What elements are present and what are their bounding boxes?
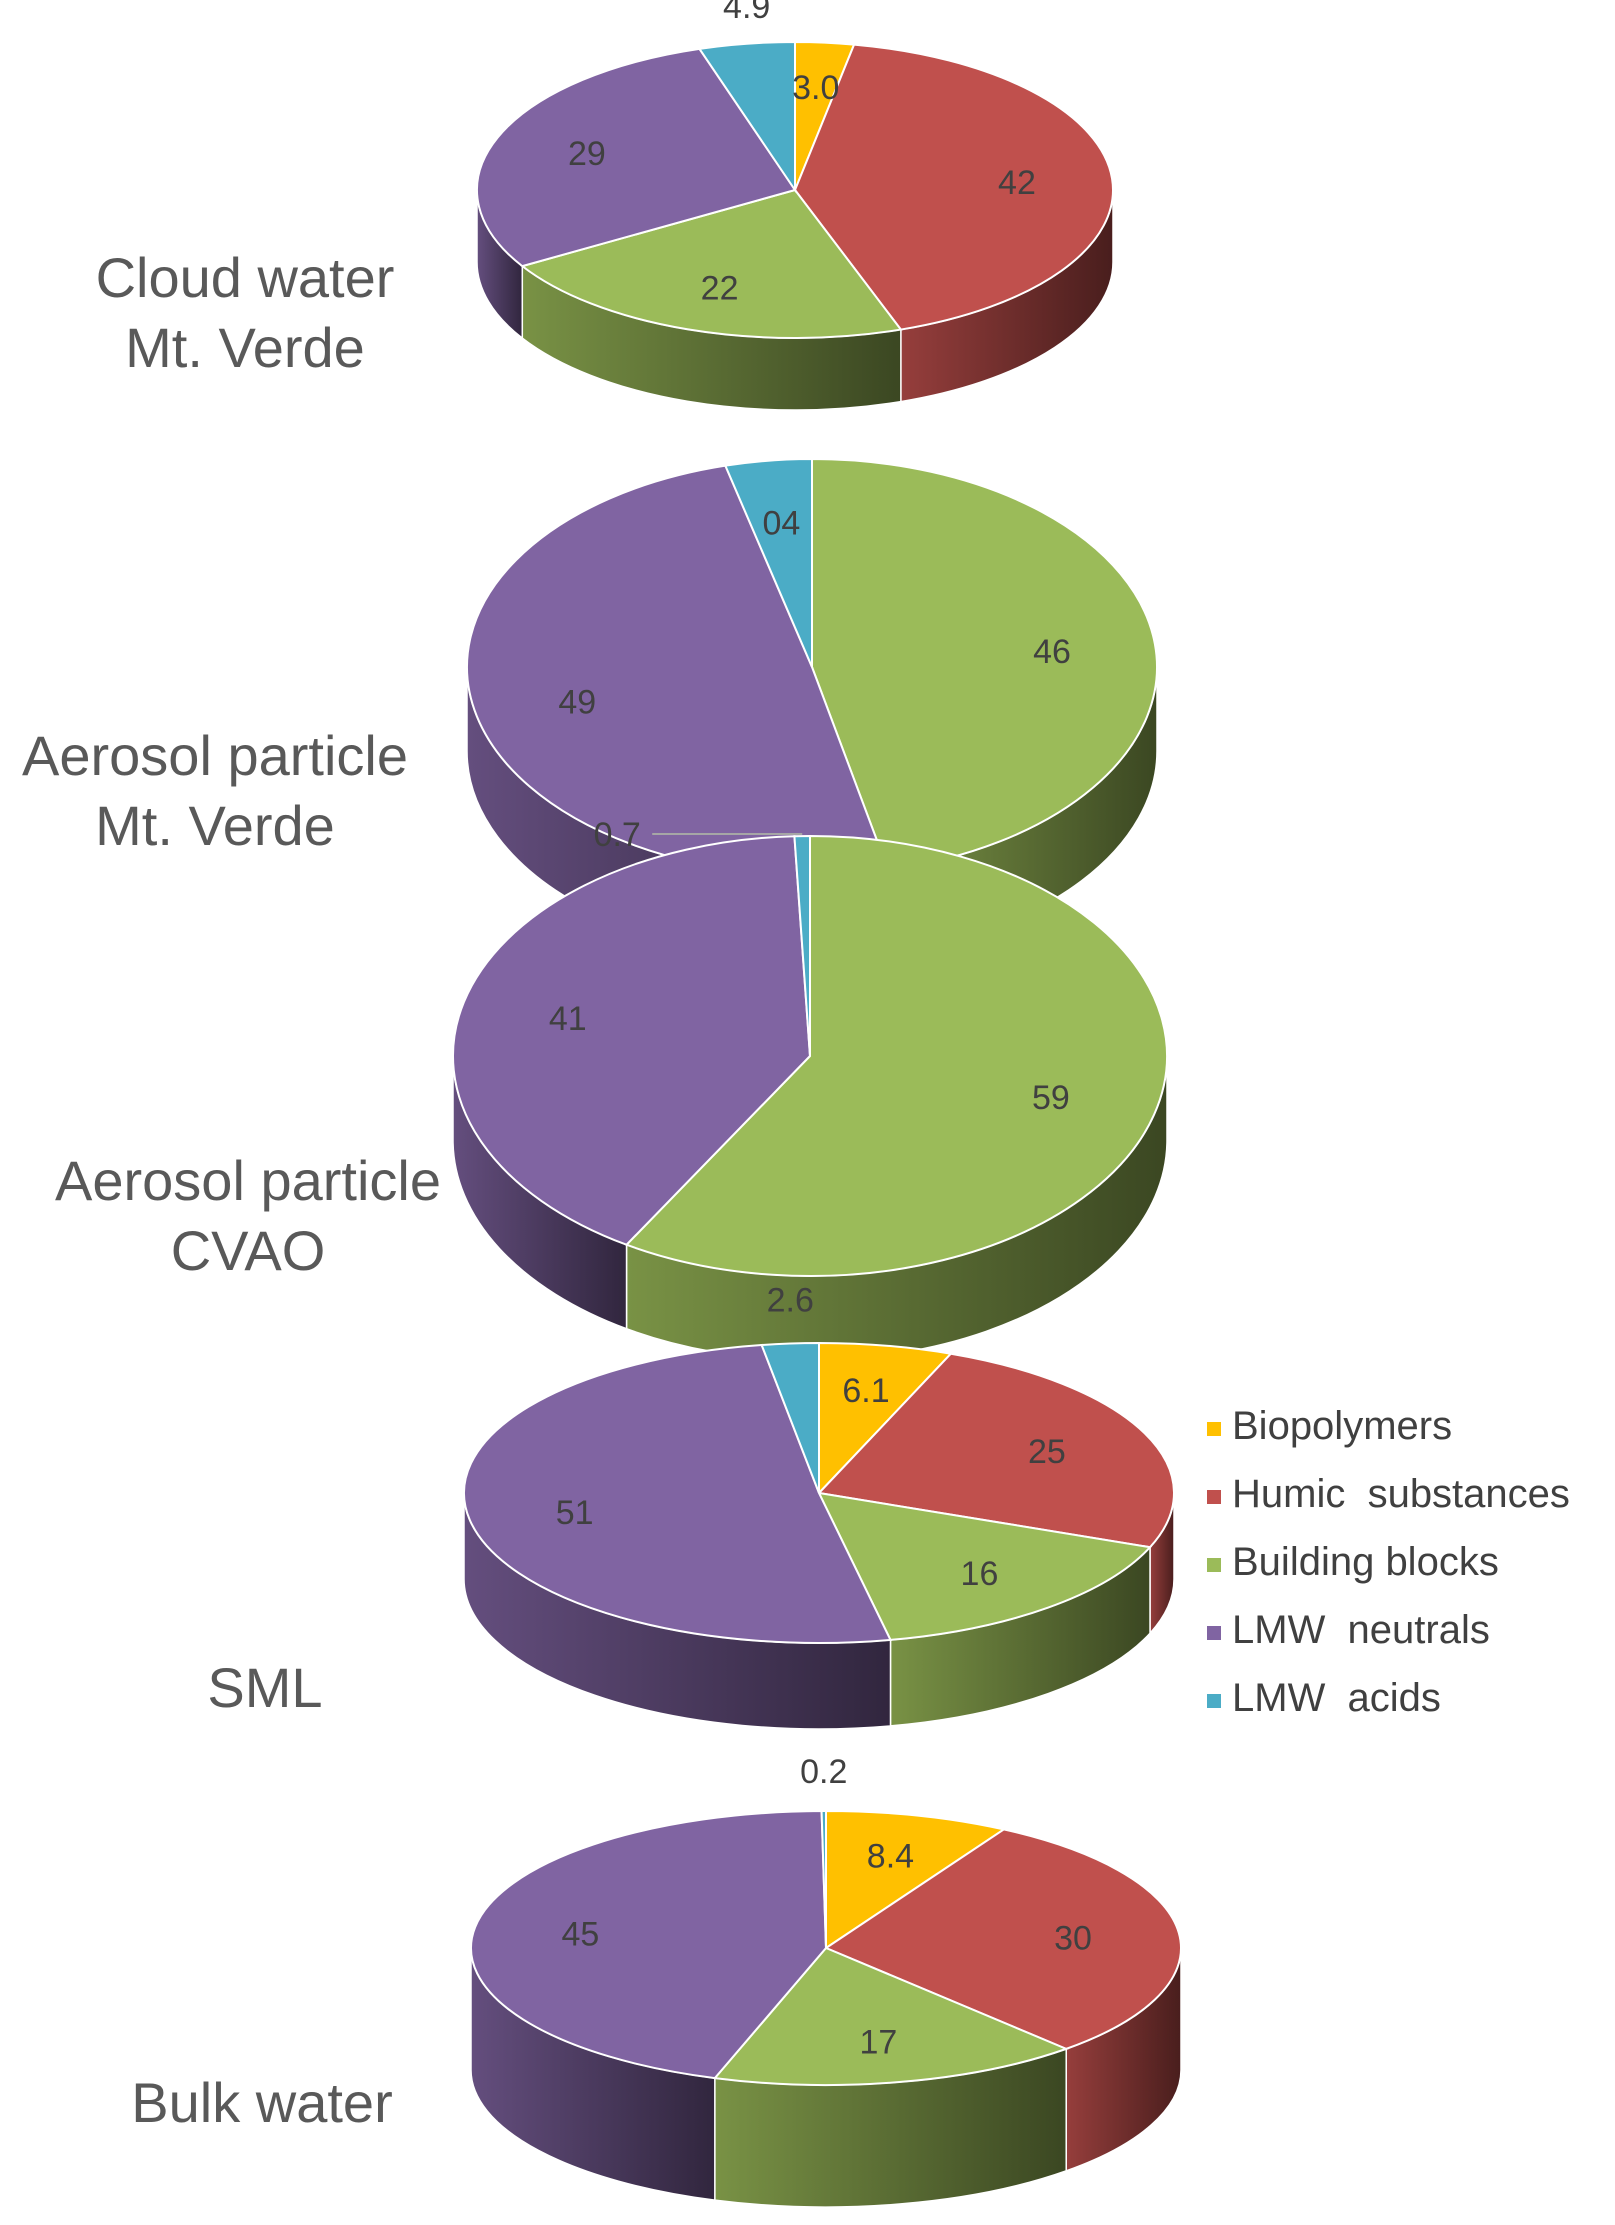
- pie-4-slice-lmw-neutrals: [463, 1343, 893, 1644]
- pie-5-slice-building-blocks: [712, 1946, 1069, 2086]
- legend-label-humic-substances: Humic substances: [1232, 1472, 1570, 1516]
- pie-3-slice-lmw-neutrals: [452, 835, 812, 1246]
- pie-1-slice-humic-substances: [793, 43, 1114, 331]
- pie-3-slice-building-blocks: [624, 834, 1168, 1277]
- pie-3: 59 41 0.7 Aerosol particle CVAO: [55, 816, 1168, 1361]
- pie-1-slice-lmw-acids: [697, 40, 796, 194]
- pie-4-data-label-building-blocks: 16: [961, 1555, 999, 1593]
- pie-5-slice-lmw-acids: [820, 1809, 827, 1949]
- pie-4-data-label-biopolymers: 6.1: [842, 1372, 889, 1410]
- pie-4-slice-building-blocks: [817, 1491, 1153, 1641]
- pie-5-data-label-biopolymers: 8.4: [867, 1837, 914, 1875]
- pies-layer: 3.0 42 22 29 4.9 Cloud water Mt. Verde 46 49 04 Ae…: [22, 0, 1182, 2208]
- pie-4-slice-lmw-acids: [760, 1341, 820, 1494]
- pie-5-data-label-lmw-acids: 0.2: [800, 1753, 847, 1791]
- pie-3-data-label-lmw-acids: 0.7: [594, 816, 641, 854]
- pie-5-slice-biopolymers: [825, 1809, 1007, 1950]
- pie-1-title-line-1: Cloud water: [96, 246, 395, 309]
- pie-2-data-label-lmw-acids: 04: [763, 505, 801, 543]
- pie-2-title-line-2: Mt. Verde: [95, 794, 335, 857]
- pie-2: 46 49 04 Aerosol particle Mt. Verde: [22, 457, 1158, 960]
- pie-1-data-label-lmw-neutrals: 29: [568, 135, 606, 173]
- pie-1: 3.0 42 22 29 4.9 Cloud water Mt. Verde: [96, 0, 1114, 411]
- pie-4-data-label-lmw-acids: 2.6: [767, 1282, 814, 1320]
- pie-1-title-line-2: Mt. Verde: [125, 316, 365, 379]
- pie-3-slice-lmw-acids: [793, 834, 811, 1057]
- pie-1-data-label-biopolymers: 3.0: [792, 69, 839, 107]
- legend: Biopolymers Humic substances Building bloc…: [1207, 1404, 1570, 1720]
- pie-2-slice-lmw-acids: [723, 457, 813, 668]
- pie-4: 6.1 25 16 51 2.6 SML: [207, 1282, 1175, 1730]
- pie-4-title-line-1: SML: [207, 1656, 322, 1719]
- legend-swatch-lmw-neutrals: [1207, 1626, 1221, 1640]
- pie-1-data-label-building-blocks: 22: [701, 269, 739, 307]
- legend-swatch-lmw-acids: [1207, 1694, 1221, 1708]
- pie-3-data-label-building-blocks: 59: [1032, 1079, 1070, 1117]
- pie-5-data-label-building-blocks: 17: [859, 2024, 897, 2062]
- pie-3-title-line-1: Aerosol particle: [55, 1149, 441, 1212]
- pie-4-data-label-lmw-neutrals: 51: [556, 1494, 594, 1532]
- legend-label-building-blocks: Building blocks: [1232, 1540, 1499, 1584]
- legend-swatch-biopolymers: [1207, 1422, 1221, 1436]
- legend-label-lmw-acids: LMW acids: [1232, 1676, 1441, 1720]
- pie-1-data-label-lmw-acids: 4.9: [723, 0, 770, 26]
- pie-1-slice-lmw-neutrals: [476, 47, 797, 268]
- pie-5-data-label-lmw-neutrals: 45: [561, 1915, 599, 1953]
- pie-5-slice-lmw-neutrals: [470, 1810, 828, 2080]
- legend-label-biopolymers: Biopolymers: [1232, 1404, 1452, 1448]
- legend-swatch-humic-substances: [1207, 1490, 1221, 1504]
- pie-5-title-line-1: Bulk water: [131, 2071, 392, 2134]
- pie-4-data-label-humic-substances: 25: [1028, 1433, 1066, 1471]
- pie-2-slice-building-blocks: [811, 457, 1158, 871]
- pie-4-slice-humic-substances: [816, 1352, 1175, 1549]
- pie-2-data-label-lmw-neutrals: 49: [558, 683, 596, 721]
- legend-swatch-building-blocks: [1207, 1558, 1221, 1572]
- pie-5-data-label-humic-substances: 30: [1054, 1920, 1092, 1958]
- pie-3-title-line-2: CVAO: [171, 1219, 326, 1282]
- pie-2-title-line-1: Aerosol particle: [22, 724, 408, 787]
- pie-1-slice-building-blocks: [520, 188, 903, 339]
- pie-2-data-label-building-blocks: 46: [1033, 633, 1071, 671]
- pie-4-slice-biopolymers: [818, 1341, 953, 1496]
- legend-label-lmw-neutrals: LMW neutrals: [1232, 1608, 1490, 1652]
- pie-1-data-label-humic-substances: 42: [998, 164, 1036, 202]
- pie-5-slice-humic-substances: [823, 1828, 1182, 2050]
- pie-3-data-label-lmw-neutrals: 41: [549, 1000, 587, 1038]
- pie-5: 8.4 30 17 45 0.2 Bulk water: [131, 1753, 1182, 2208]
